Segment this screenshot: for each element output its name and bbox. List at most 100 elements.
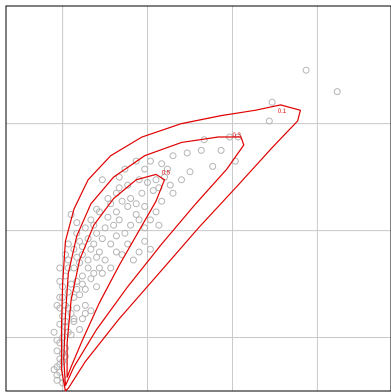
data-point — [101, 256, 109, 264]
data-point — [98, 235, 106, 243]
data-point — [53, 347, 61, 355]
data-point — [90, 221, 98, 229]
data-point — [90, 240, 98, 248]
data-point — [121, 165, 129, 173]
data-point — [67, 310, 75, 317]
data-point — [81, 224, 89, 232]
data-point — [178, 176, 185, 184]
data-point — [95, 264, 103, 272]
data-point — [112, 248, 120, 256]
data-point — [64, 240, 72, 248]
data-point — [132, 200, 140, 208]
data-point — [76, 291, 84, 299]
data-point — [163, 165, 171, 173]
data-point — [61, 251, 69, 259]
data-point — [132, 157, 140, 165]
data-point — [132, 211, 140, 218]
data-point — [149, 187, 157, 194]
data-point — [64, 288, 72, 296]
data-point — [115, 173, 123, 181]
data-point — [78, 272, 86, 280]
data-point — [78, 315, 86, 323]
data-point — [144, 179, 151, 186]
data-point — [107, 264, 115, 272]
contour-label: 0.1 — [278, 109, 287, 115]
data-point — [333, 88, 341, 96]
data-point — [56, 304, 64, 312]
data-point — [59, 334, 67, 341]
contour-line-0.3 — [63, 136, 245, 386]
data-point — [112, 232, 120, 240]
data-point — [124, 240, 132, 248]
data-point — [56, 264, 64, 272]
data-point — [118, 197, 126, 205]
data-point — [76, 326, 84, 333]
data-point — [141, 237, 149, 245]
data-point — [76, 237, 84, 245]
data-point — [53, 371, 61, 379]
data-point — [186, 168, 194, 176]
data-point — [67, 280, 75, 288]
data-point — [81, 310, 89, 317]
data-point — [84, 264, 92, 272]
data-point — [73, 285, 81, 293]
data-point — [104, 195, 112, 202]
contour-line-0.1 — [60, 104, 302, 392]
data-point — [104, 213, 112, 221]
data-point — [59, 350, 67, 358]
data-point — [61, 344, 69, 352]
data-point — [78, 280, 86, 288]
data-point — [146, 216, 154, 224]
data-point — [112, 189, 120, 197]
data-point — [56, 277, 64, 285]
plot-frame-border — [5, 5, 391, 392]
data-point — [155, 221, 163, 229]
data-point — [93, 205, 101, 213]
data-point — [53, 336, 61, 344]
data-point — [73, 277, 81, 285]
data-point — [141, 165, 149, 173]
data-point — [146, 245, 154, 253]
data-point — [101, 224, 109, 232]
data-point — [121, 229, 129, 237]
data-point — [87, 307, 95, 315]
data-point — [81, 301, 89, 309]
contour-label: 0.3 — [233, 133, 242, 139]
data-point — [53, 376, 61, 384]
data-point — [158, 197, 166, 205]
data-point — [135, 248, 143, 256]
data-point — [73, 253, 81, 261]
data-point — [197, 146, 205, 154]
data-point — [98, 269, 106, 277]
data-points — [50, 66, 341, 387]
data-point — [110, 221, 118, 229]
data-point — [70, 315, 78, 323]
data-point — [50, 366, 58, 374]
data-point — [56, 320, 64, 328]
data-point — [107, 240, 115, 248]
data-point — [84, 235, 92, 243]
data-point — [90, 269, 98, 277]
data-point — [146, 157, 154, 165]
data-point — [56, 360, 64, 368]
data-point — [115, 184, 123, 192]
data-point — [166, 181, 174, 189]
data-point — [152, 176, 160, 184]
data-point — [81, 285, 89, 293]
data-point — [115, 216, 123, 224]
data-point — [73, 219, 81, 227]
contour-label: 0.5 — [162, 170, 171, 176]
data-point — [129, 256, 137, 264]
data-point — [93, 229, 101, 237]
data-point — [169, 152, 177, 160]
data-point — [87, 245, 95, 253]
data-point — [302, 66, 310, 74]
data-point — [268, 98, 276, 106]
data-point — [93, 283, 101, 291]
data-point — [135, 216, 143, 224]
data-point — [138, 189, 146, 197]
data-point — [64, 304, 72, 312]
data-point — [87, 275, 95, 283]
